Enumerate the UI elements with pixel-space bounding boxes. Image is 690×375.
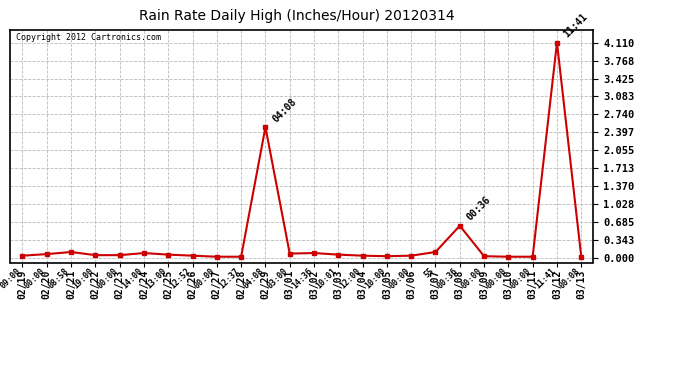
Text: 00:36: 00:36 [464, 195, 493, 223]
Text: Copyright 2012 Cartronics.com: Copyright 2012 Cartronics.com [16, 33, 161, 42]
Text: 19:00: 19:00 [71, 266, 95, 290]
Text: 09:00: 09:00 [0, 266, 23, 290]
Text: 03:00: 03:00 [266, 266, 290, 290]
Text: Rain Rate Daily High (Inches/Hour) 20120314: Rain Rate Daily High (Inches/Hour) 20120… [139, 9, 455, 23]
Text: 00:08: 00:08 [558, 266, 581, 290]
Text: 00:00: 00:00 [193, 266, 217, 290]
Text: 00:00: 00:00 [387, 266, 411, 290]
Text: 12:00: 12:00 [339, 266, 363, 290]
Text: 00:00: 00:00 [484, 266, 509, 290]
Text: 12:52: 12:52 [168, 266, 193, 290]
Text: 04:08: 04:08 [241, 266, 266, 290]
Text: 00:00: 00:00 [96, 266, 119, 290]
Text: 10:01: 10:01 [314, 266, 338, 290]
Text: 00:36: 00:36 [436, 266, 460, 290]
Text: 12:37: 12:37 [217, 266, 241, 290]
Text: 11:41: 11:41 [533, 266, 557, 290]
Text: 00:00: 00:00 [23, 266, 47, 290]
Text: 13:00: 13:00 [144, 266, 168, 290]
Text: 00:00: 00:00 [509, 266, 533, 290]
Text: 10:00: 10:00 [363, 266, 387, 290]
Text: 14:36: 14:36 [290, 266, 314, 290]
Text: 00:00: 00:00 [460, 266, 484, 290]
Text: 14:00: 14:00 [120, 266, 144, 290]
Text: 11:41: 11:41 [562, 12, 590, 39]
Text: 04:08: 04:08 [270, 96, 298, 124]
Text: 08:58: 08:58 [47, 266, 71, 290]
Text: 55: 55 [422, 266, 435, 280]
